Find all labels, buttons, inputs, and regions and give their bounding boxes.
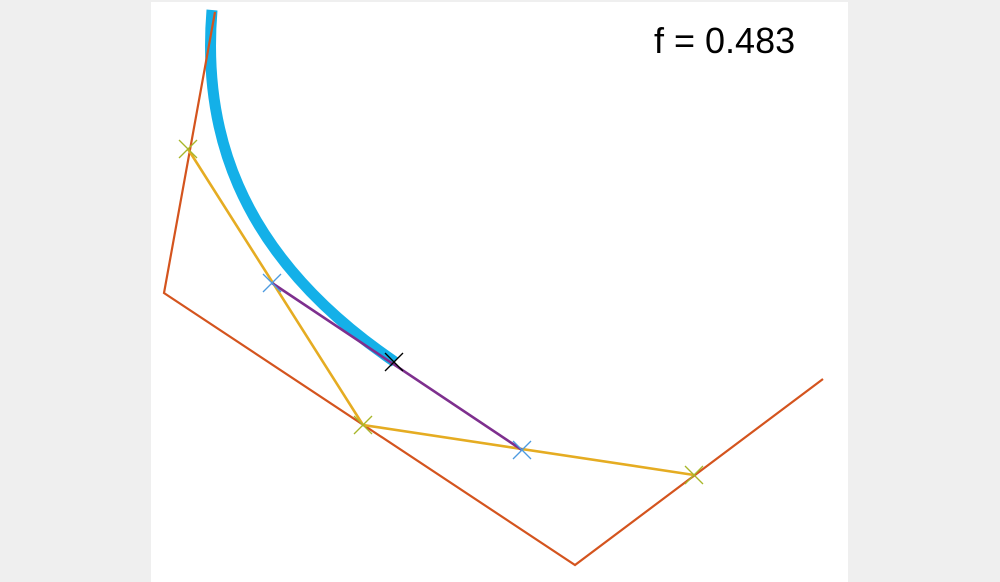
plot-area: [151, 2, 848, 582]
level1-marker: [178, 139, 198, 159]
level1-marker: [684, 465, 704, 485]
parameter-readout: f = 0.483: [654, 20, 795, 61]
bezier-curve-trace: [205, 9, 399, 367]
level2-marker: [262, 273, 282, 293]
level1-polygon: [186, 148, 695, 477]
level2-marker: [512, 440, 532, 460]
curve-point-marker: [384, 352, 404, 372]
level2-segment: [271, 281, 523, 452]
control-polygon: [162, 11, 824, 567]
level1-marker: [353, 415, 373, 435]
